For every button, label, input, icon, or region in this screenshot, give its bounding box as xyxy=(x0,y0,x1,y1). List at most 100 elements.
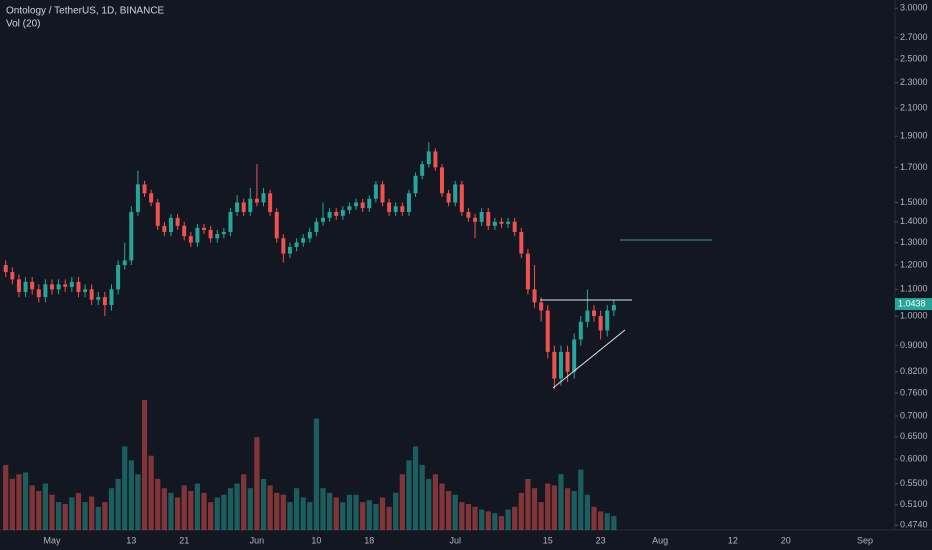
volume-bar xyxy=(135,474,141,530)
volume-bar xyxy=(346,494,353,530)
candle-body xyxy=(188,236,193,243)
x-tick-label: May xyxy=(43,535,61,545)
candle-body xyxy=(3,264,8,273)
volume-bar xyxy=(89,496,95,530)
volume-bar xyxy=(492,513,498,530)
candle-body xyxy=(387,202,392,212)
volume-bar xyxy=(432,474,438,530)
volume-bar xyxy=(571,491,577,530)
candle-body xyxy=(327,211,332,218)
volume-bar xyxy=(36,491,42,530)
candle-body xyxy=(380,184,385,203)
candle-body xyxy=(69,281,74,287)
candle-body xyxy=(578,321,583,340)
candle-body xyxy=(228,211,233,232)
x-tick-label: Jun xyxy=(250,535,265,545)
candle-body xyxy=(30,281,35,290)
candle-body xyxy=(63,284,68,287)
volume-bar xyxy=(287,502,293,530)
volume-pane xyxy=(3,400,617,530)
volume-bar xyxy=(168,492,174,530)
volume-bar xyxy=(525,478,531,530)
chart-title: Ontology / TetherUS, 1D, BINANCE xyxy=(6,6,165,17)
candle-body xyxy=(43,284,48,298)
x-tick-label: 10 xyxy=(311,535,321,545)
last-price-marker xyxy=(895,298,932,311)
volume-bar xyxy=(300,497,306,530)
candle-body xyxy=(367,198,372,209)
candle-body xyxy=(208,229,213,239)
volume-bar xyxy=(313,418,319,530)
candle-body xyxy=(406,193,411,212)
volume-bar xyxy=(446,491,452,530)
volume-bar xyxy=(241,474,247,530)
candle-body xyxy=(274,211,279,239)
candle-body xyxy=(16,279,21,292)
volume-bar xyxy=(141,400,148,530)
volume-bar xyxy=(188,491,194,530)
y-tick-label: 0.4740 xyxy=(900,520,928,530)
x-tick-label: Jul xyxy=(449,535,461,545)
candle-body xyxy=(301,238,306,243)
volume-bar xyxy=(214,497,220,530)
candle-body xyxy=(426,151,431,165)
candle-body xyxy=(479,211,484,222)
candle-body xyxy=(340,210,345,216)
volume-bar xyxy=(512,506,518,530)
candle-body xyxy=(473,217,478,222)
volume-bar xyxy=(406,460,412,530)
candle-body xyxy=(122,260,127,265)
volume-bar xyxy=(386,506,392,530)
candle-body xyxy=(83,289,88,292)
volume-bar xyxy=(174,497,181,530)
volume-bar xyxy=(479,509,485,530)
trendline-drawing xyxy=(552,329,626,389)
volume-bar xyxy=(591,506,597,530)
candle-body xyxy=(532,289,537,303)
volume-bar xyxy=(56,502,62,530)
y-tick-label: 1.5000 xyxy=(900,197,928,207)
volume-bar xyxy=(69,497,75,530)
candle-body xyxy=(56,284,61,290)
y-tick-label: 2.1000 xyxy=(900,103,928,113)
volume-bar xyxy=(531,488,538,530)
x-tick-label: 20 xyxy=(781,535,791,545)
last-price-label: 1.0438 xyxy=(898,298,926,308)
candle-body xyxy=(506,221,511,224)
volume-bar xyxy=(102,502,108,530)
volume-bar xyxy=(3,465,9,530)
volume-bar xyxy=(234,483,240,530)
candle-body xyxy=(360,202,365,209)
y-tick-label: 0.7000 xyxy=(900,410,928,420)
candle-body xyxy=(314,221,319,232)
candle-body xyxy=(334,211,339,216)
y-tick-label: 0.5500 xyxy=(900,478,928,488)
volume-bar xyxy=(221,494,227,530)
volume-bar xyxy=(247,488,253,530)
candle-body xyxy=(23,281,28,292)
volume-bar xyxy=(498,516,505,530)
candle-body xyxy=(446,193,451,203)
volume-bar xyxy=(16,474,22,530)
y-tick-label: 0.8200 xyxy=(900,366,928,376)
candle-body xyxy=(558,351,563,379)
candle-body xyxy=(373,184,378,199)
candle-body xyxy=(393,206,398,212)
candle-body xyxy=(162,225,167,232)
candle-body xyxy=(354,202,359,207)
candle-body xyxy=(525,253,530,290)
candle-body xyxy=(36,289,41,298)
candle-body xyxy=(182,225,187,237)
y-tick-label: 1.3000 xyxy=(900,237,928,247)
candle-body xyxy=(466,211,471,218)
volume-bar xyxy=(75,492,82,530)
volume-bar xyxy=(545,483,551,530)
volume-bar xyxy=(598,511,604,530)
volume-bar xyxy=(42,483,48,530)
x-tick-label: 13 xyxy=(126,535,136,545)
volume-bar xyxy=(22,472,29,530)
candle-body xyxy=(281,238,286,254)
candle-body xyxy=(221,231,226,235)
